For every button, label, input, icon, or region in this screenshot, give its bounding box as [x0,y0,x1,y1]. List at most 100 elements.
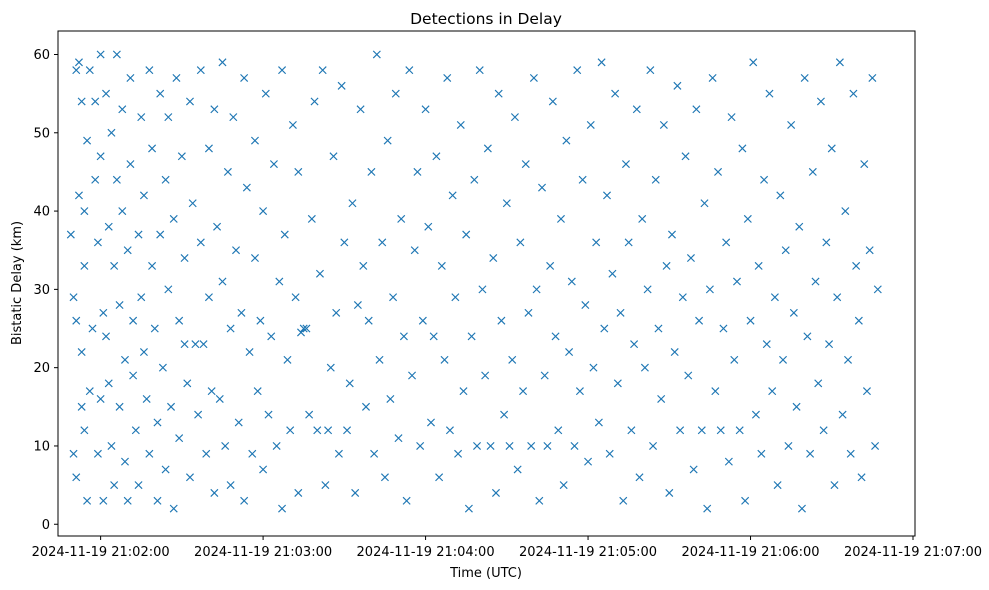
detection-point [164,113,173,122]
detection-point [129,316,138,325]
plot-area [57,30,916,537]
detection-point [408,371,417,380]
detection-point [405,66,414,75]
detection-point [115,301,124,310]
detection-point [816,97,825,106]
detection-point [240,73,249,82]
detection-point [825,340,834,349]
detection-point [765,89,774,98]
detection-point [74,191,83,200]
detection-point [158,363,167,372]
detection-point [667,230,677,239]
detection-point [394,434,403,443]
detection-point [619,496,628,505]
detection-point [543,441,552,450]
detection-point [161,175,170,184]
detection-point [259,207,268,216]
detection-point [85,387,94,396]
x-axis: 2024-11-19 21:02:00 2024-11-19 21:03:00 20… [32,536,982,560]
detection-point [551,332,560,341]
detection-point [719,324,728,333]
detection-point [302,324,311,333]
detection-point [88,324,97,333]
detection-point [180,254,189,263]
detection-point [142,394,151,403]
detection-point [424,222,433,231]
detection-point [611,89,620,98]
detection-point [578,175,587,184]
detection-point [77,402,86,411]
detection-point [754,261,763,270]
detection-point [275,277,284,286]
detection-point [167,402,176,411]
detection-point [137,113,146,122]
detection-point [145,449,154,458]
chart-title: Detections in Delay [410,10,562,28]
detection-point [454,449,463,458]
detection-point [294,167,303,176]
detection-point [608,269,617,278]
detection-point [194,410,203,419]
detection-point [74,58,83,67]
detection-point [657,394,666,403]
detection-point [169,504,178,513]
detection-point [746,316,755,325]
detection-point [646,66,655,75]
detection-point [118,207,127,216]
detection-point [226,481,235,490]
y-axis: 0 10 20 30 40 50 60 [33,48,58,533]
detection-point [486,441,495,450]
detection-point [364,316,373,325]
detection-point [110,261,119,270]
x-tick-label: 2024-11-19 21:07:00 [844,545,982,560]
detection-point [592,238,601,247]
detection-point [112,175,121,184]
detection-point [808,167,817,176]
detection-point [104,379,113,388]
detection-point [91,175,100,184]
detection-point [521,160,530,169]
detection-point [567,277,576,286]
detection-point [324,426,333,435]
detection-point [102,89,111,98]
detection-point [573,66,582,75]
detection-point [321,481,330,490]
detection-point [697,426,706,435]
detection-point [118,105,127,114]
detection-point [695,316,704,325]
detection-point [833,293,842,302]
detection-point [776,191,785,200]
detection-point [286,426,295,435]
detection-point [779,355,788,364]
detection-point [700,199,709,208]
detection-point [131,426,140,435]
detection-point [299,324,308,333]
detection-point [334,449,343,458]
detection-point [137,293,146,302]
detection-point [562,136,571,145]
detection-point [708,73,717,82]
detection-point [773,481,782,490]
detection-point [757,449,766,458]
detection-point [421,105,430,114]
detection-point [581,301,590,310]
detection-point [795,222,804,231]
detection-point [250,136,259,145]
detection-point [164,285,173,294]
detection-point [378,238,387,247]
detection-point [148,144,157,153]
detection-point [315,269,324,278]
detection-point [838,410,847,419]
detection-point [445,426,454,435]
detection-point [213,222,222,231]
detection-point [532,285,541,294]
detection-point [630,340,639,349]
detection-point [202,449,211,458]
detection-point [223,167,232,176]
detection-point [294,488,303,497]
detection-point [462,230,471,239]
detection-point [156,230,165,239]
detection-point [597,58,606,67]
detection-point [621,160,630,169]
